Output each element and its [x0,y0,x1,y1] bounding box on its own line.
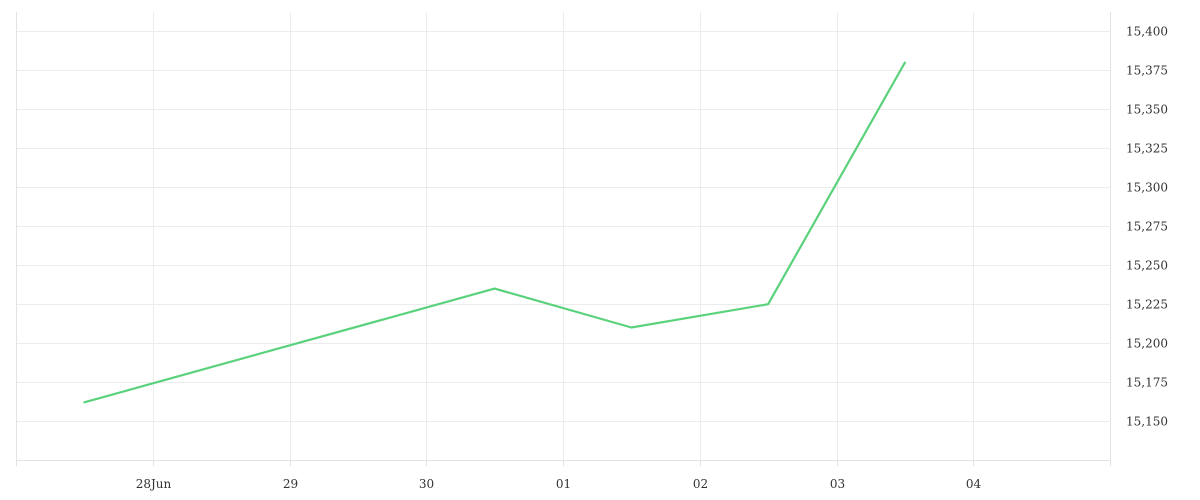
x-tick-label: 02 [693,477,708,491]
grid [16,12,1110,460]
y-tick-label: 15,150 [1126,415,1168,429]
axes [16,12,1111,466]
series-layer [83,61,907,404]
y-tick-label: 15,300 [1126,181,1168,195]
x-tick-label: 04 [966,477,982,491]
y-tick-label: 15,375 [1126,64,1168,78]
y-tick-label: 15,350 [1126,103,1168,117]
y-tick-label: 15,200 [1126,337,1168,351]
x-tick-label: 29 [283,477,298,491]
y-tick-label: 15,250 [1126,259,1168,273]
x-tick-label: 03 [830,477,845,491]
y-tick-label: 15,275 [1126,220,1168,234]
series-line-0 [83,61,907,404]
y-tick-label: 15,400 [1126,25,1168,39]
y-tick-label: 15,175 [1126,376,1168,390]
x-tick-label: 28Jun [136,477,172,491]
x-tick-label: 01 [556,477,571,491]
x-tick-label: 30 [419,477,434,491]
y-tick-label: 15,225 [1126,298,1168,312]
tick-labels: 15,150 15,175 15,200 15,225 15,250 15,275 15,3… [136,25,1168,492]
y-tick-label: 15,325 [1126,142,1168,156]
